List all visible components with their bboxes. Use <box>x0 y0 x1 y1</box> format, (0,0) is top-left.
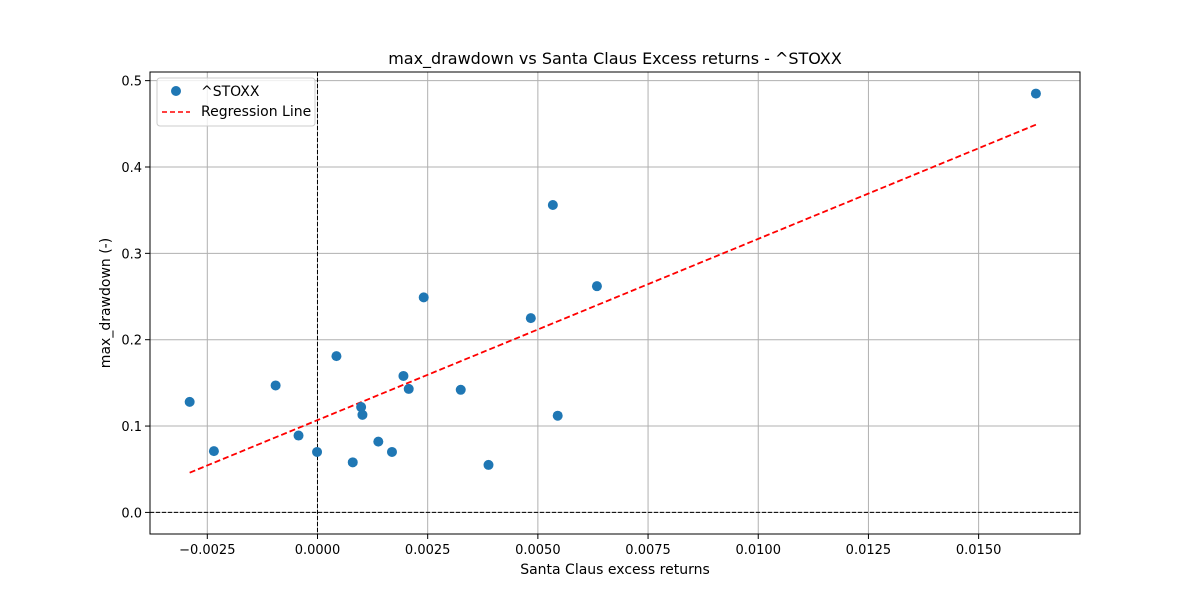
y-axis-label: max_drawdown (-) <box>98 238 114 368</box>
scatter-point <box>312 446 323 457</box>
scatter-point <box>357 409 368 420</box>
x-tick-label: 0.0150 <box>956 543 1002 558</box>
scatter-point <box>403 383 414 394</box>
x-tick-label: 0.0100 <box>735 543 781 558</box>
x-tick-label: 0.0025 <box>405 543 451 558</box>
scatter-point <box>591 281 602 292</box>
x-tick-label: 0.0075 <box>625 543 671 558</box>
scatter-point <box>525 313 536 324</box>
y-tick-label: 0.4 <box>121 161 142 176</box>
plot-data <box>184 88 1041 474</box>
scatter-point <box>547 199 558 210</box>
scatter-point <box>483 459 494 470</box>
x-tick-label: −0.0025 <box>179 543 235 558</box>
scatter-point <box>373 436 384 447</box>
chart-title: max_drawdown vs Santa Claus Excess retur… <box>388 49 842 69</box>
scatter-point <box>455 384 466 395</box>
y-tick-label: 0.3 <box>121 247 142 262</box>
scatter-point <box>347 457 358 468</box>
x-tick-label: 0.0125 <box>846 543 892 558</box>
scatter-point <box>386 446 397 457</box>
scatter-point <box>293 430 304 441</box>
x-axis-label: Santa Claus excess returns <box>520 562 710 578</box>
scatter-point <box>184 396 195 407</box>
scatter-point <box>398 370 409 381</box>
scatter-point <box>331 351 342 362</box>
legend: ^STOXX Regression Line <box>156 77 316 127</box>
plot-frame <box>149 71 1081 535</box>
legend-label-regression: Regression Line <box>201 104 311 120</box>
scatter-point <box>552 410 563 421</box>
scatter-point <box>270 380 281 391</box>
y-tick-label: 0.2 <box>121 334 142 349</box>
y-tick-label: 0.0 <box>121 506 142 521</box>
legend-box <box>156 77 316 127</box>
x-tick-label: 0.0050 <box>515 543 561 558</box>
legend-scatter-marker <box>171 86 181 96</box>
y-tick-label: 0.1 <box>121 420 142 435</box>
scatter-point <box>208 446 219 457</box>
grid-lines <box>150 72 1080 534</box>
scatter-point <box>356 402 367 413</box>
axis-ticks: −0.0025 0.0000 0.0025 0.0050 0.0075 0.0100 0.0… <box>121 75 1001 558</box>
regression-line <box>189 123 1037 474</box>
y-tick-label: 0.5 <box>121 75 142 90</box>
legend-label-scatter: ^STOXX <box>201 84 260 100</box>
reference-lines <box>150 72 1080 534</box>
scatter-point <box>418 292 429 303</box>
x-tick-label: 0.0000 <box>295 543 341 558</box>
scatter-point <box>1030 88 1041 99</box>
